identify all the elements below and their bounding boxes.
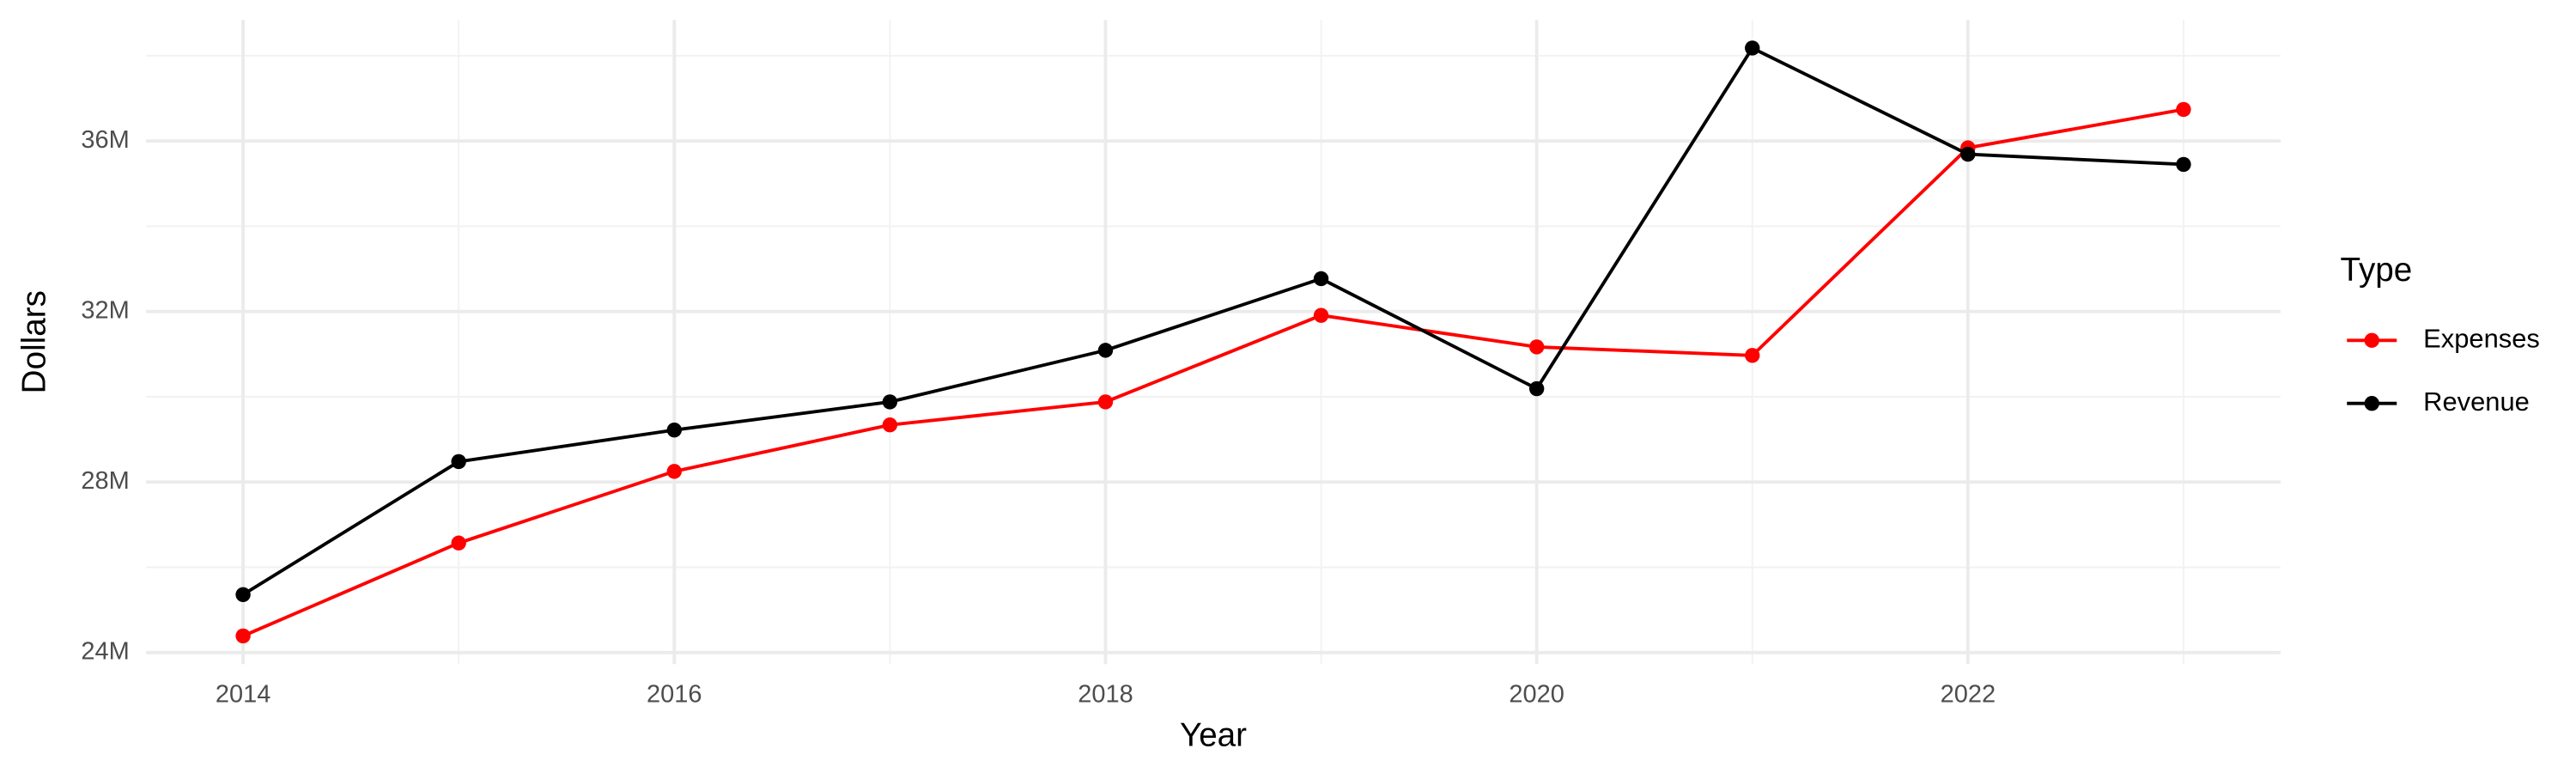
x-tick-label: 2014 xyxy=(216,681,270,709)
y-axis-title: Dollars xyxy=(16,290,53,393)
grid xyxy=(146,20,2281,665)
x-tick-label: 2022 xyxy=(1941,681,1996,709)
y-tick-label: 36M xyxy=(81,126,129,154)
data-point xyxy=(2176,156,2191,173)
x-tick-label: 2016 xyxy=(647,681,702,709)
series-line xyxy=(242,46,2184,596)
data-point xyxy=(1960,146,1976,162)
y-tick-label: 24M xyxy=(81,637,129,665)
data-point xyxy=(666,464,682,479)
data-point xyxy=(1528,380,1545,397)
data-point xyxy=(666,422,682,438)
legend-point xyxy=(2364,332,2379,348)
data-point xyxy=(235,628,251,644)
data-point xyxy=(451,535,466,551)
data-point xyxy=(1313,307,1329,323)
data-point xyxy=(1745,40,1760,56)
x-tick-label: 2018 xyxy=(1078,681,1133,709)
data-point xyxy=(451,453,466,470)
legend-title: Type xyxy=(2341,252,2413,289)
y-tick-label: 32M xyxy=(81,296,129,324)
data-point xyxy=(882,417,898,433)
y-tick-label: 28M xyxy=(81,467,129,495)
legend-label: Revenue xyxy=(2423,386,2530,417)
legend-point xyxy=(2364,396,2379,411)
series-line xyxy=(242,107,2184,638)
legend-label: Expenses xyxy=(2423,323,2540,353)
data-point xyxy=(1745,348,1760,363)
data-point xyxy=(1528,339,1545,355)
data-point xyxy=(1313,271,1329,287)
data-point xyxy=(2176,101,2191,118)
x-tick-label: 2020 xyxy=(1509,681,1564,709)
x-axis-title: Year xyxy=(1180,716,1247,753)
data-point xyxy=(1097,343,1114,358)
data-point xyxy=(1097,394,1114,410)
data-point xyxy=(882,394,898,410)
data-point xyxy=(235,587,251,602)
